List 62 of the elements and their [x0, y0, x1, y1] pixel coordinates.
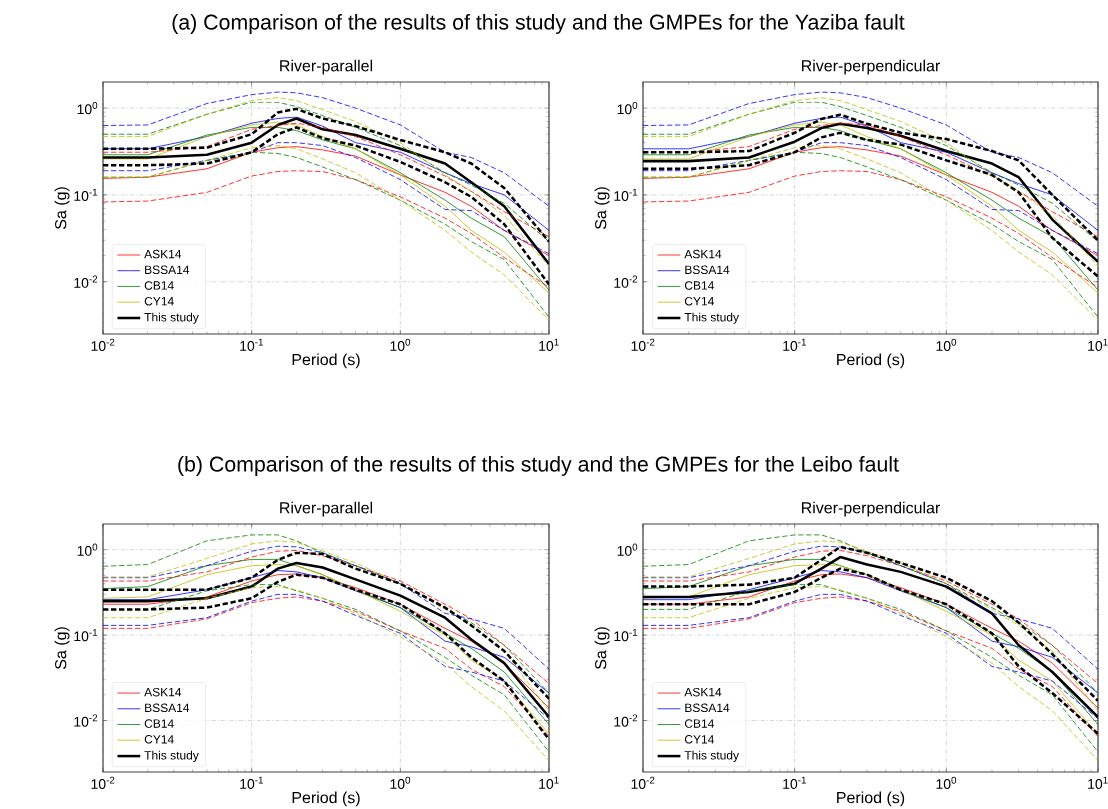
x-tick-label: 10$^{1}$	[539, 338, 559, 351]
x-axis-title: Period (s)	[837, 791, 905, 807]
y-axis-title: Sa (g)	[594, 627, 610, 670]
legend-label: ASK14	[144, 249, 182, 259]
legend-label: BSSA14	[685, 703, 730, 713]
y-tick-label: 10$^{-2}$	[74, 714, 98, 727]
legend-label: CY14	[684, 296, 714, 306]
legend-label: BSSA14	[145, 703, 190, 713]
x-tick-label: 10$^{0}$	[390, 338, 411, 351]
text: (a) Comparison of the results of this study and the GMPEs for the Yaziba fault	[172, 14, 905, 34]
x-tick-label: 10$^{-2}$	[631, 338, 655, 351]
x-tick-label: 10$^{-1}$	[783, 338, 806, 351]
x-tick-label: 10$^{0}$	[936, 338, 957, 351]
y-tick-label: 10$^{0}$	[617, 101, 638, 115]
legend-label: BSSA14	[685, 265, 730, 275]
chart-title: River-perpendicular	[802, 59, 940, 75]
y-tick-label: 10$^{-2}$	[614, 275, 638, 288]
legend-label: CB14	[144, 281, 174, 290]
x-tick-label: 10$^{-1}$	[783, 776, 806, 789]
y-axis-title: Sa (g)	[54, 187, 70, 230]
y-tick-label: 10$^{-1}$	[614, 188, 638, 202]
legend-label: ASK14	[684, 687, 722, 697]
y-axis-title: Sa (g)	[594, 187, 610, 230]
y-tick-label: 10$^{-1}$	[614, 629, 638, 642]
x-tick-label: 10$^{0}$	[936, 776, 957, 789]
chart-title: River-parallel	[280, 59, 373, 75]
legend-label: CB14	[684, 281, 714, 290]
legend-label: This study	[684, 750, 739, 762]
y-tick-label: 10$^{-2}$	[74, 275, 98, 288]
legend-label: CB14	[144, 719, 174, 728]
y-tick-label: 10$^{0}$	[617, 543, 638, 556]
x-tick-label: 10$^{-1}$	[240, 776, 263, 789]
y-tick-label: 10$^{-2}$	[614, 714, 638, 727]
x-tick-label: 10$^{-2}$	[631, 776, 655, 789]
x-tick-label: 10$^{1}$	[1088, 338, 1108, 351]
legend-label: This study	[144, 750, 199, 762]
x-axis-title: Period (s)	[292, 353, 360, 369]
y-tick-label: 10$^{0}$	[77, 101, 98, 115]
y-tick-label: 10$^{0}$	[77, 543, 98, 556]
legend-label: BSSA14	[145, 265, 190, 275]
x-axis-title: Period (s)	[837, 353, 905, 369]
legend-label: ASK14	[144, 687, 182, 697]
legend-label: ASK14	[684, 249, 722, 259]
legend-label: This study	[684, 312, 739, 324]
legend-label: CY14	[684, 735, 714, 744]
y-tick-label: 10$^{-1}$	[74, 629, 98, 642]
legend-label: CY14	[144, 735, 174, 744]
y-axis-title: Sa (g)	[54, 627, 70, 670]
legend-label: This study	[144, 312, 199, 324]
chart-title: River-parallel	[280, 501, 373, 517]
x-tick-label: 10$^{0}$	[390, 776, 411, 789]
x-tick-label: 10$^{-2}$	[91, 338, 115, 351]
x-tick-label: 10$^{-2}$	[91, 776, 115, 789]
x-tick-label: 10$^{1}$	[539, 776, 559, 789]
legend-label: CY14	[144, 296, 174, 306]
x-axis-title: Period (s)	[292, 791, 360, 807]
y-tick-label: 10$^{-1}$	[74, 188, 98, 202]
x-tick-label: 10$^{1}$	[1088, 776, 1108, 789]
x-tick-label: 10$^{-1}$	[240, 338, 263, 351]
chart-title: River-perpendicular	[802, 501, 940, 517]
legend-label: CB14	[684, 719, 714, 728]
text: (b) Comparison of the results of this study and the GMPEs for the Leibo fault	[178, 456, 899, 476]
